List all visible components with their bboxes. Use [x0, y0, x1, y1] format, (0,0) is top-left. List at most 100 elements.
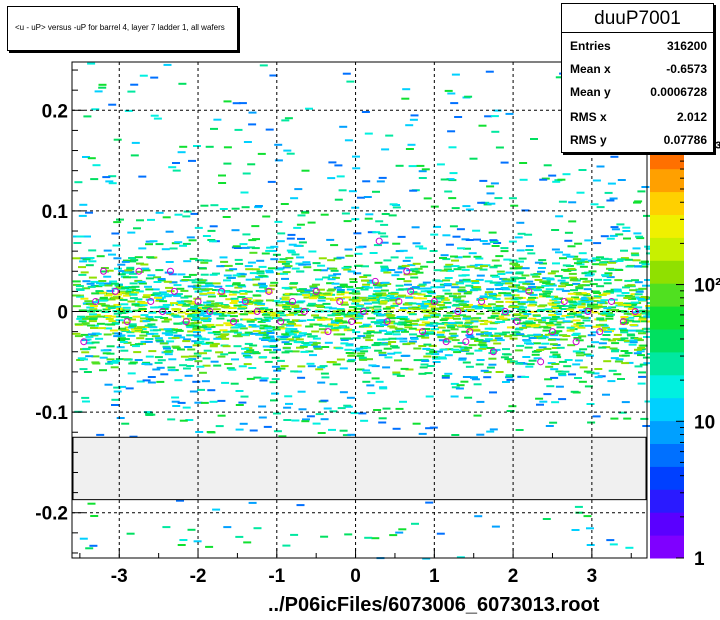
heatmap-cell: [455, 307, 464, 310]
heatmap-cell: [541, 284, 550, 287]
heatmap-cell: [303, 344, 312, 346]
heatmap-cell: [412, 308, 421, 311]
heatmap-cell: [318, 257, 327, 260]
heatmap-cell: [432, 357, 441, 360]
heatmap-cell: [386, 322, 395, 325]
heatmap-cell: [98, 327, 106, 330]
heatmap-cell: [263, 312, 272, 315]
heatmap-cell: [625, 265, 634, 268]
profile-marker: [383, 318, 391, 326]
heatmap-cell: [334, 164, 343, 167]
heatmap-cell: [518, 287, 527, 290]
heatmap-cell: [275, 301, 284, 304]
heatmap-cell: [563, 365, 572, 368]
heatmap-cell: [402, 343, 411, 346]
heatmap-cell: [479, 323, 488, 326]
heatmap-cell: [473, 238, 481, 241]
heatmap-cell: [80, 333, 89, 336]
profile-marker: [147, 297, 155, 305]
heatmap-cell: [378, 351, 387, 354]
heatmap-cell: [216, 265, 225, 268]
heatmap-cell: [77, 315, 85, 318]
heatmap-cell: [339, 284, 348, 287]
heatmap-cell: [521, 274, 530, 277]
heatmap-cell: [164, 353, 173, 356]
heatmap-cell: [551, 298, 560, 301]
heatmap-cell: [257, 320, 266, 323]
heatmap-cell: [366, 306, 374, 309]
heatmap-cell: [269, 345, 278, 348]
heatmap-cell: [543, 347, 552, 350]
heatmap-cell: [360, 288, 369, 291]
heatmap-cell: [270, 258, 279, 261]
heatmap-cell: [239, 292, 248, 295]
heatmap-cell: [299, 345, 308, 348]
heatmap-cell: [134, 359, 143, 361]
heatmap-cell: [215, 351, 224, 354]
heatmap-cell: [305, 325, 314, 328]
heatmap-cell: [243, 141, 252, 143]
heatmap-cell: [426, 291, 435, 293]
heatmap-cell: [644, 400, 653, 403]
heatmap-cell: [317, 294, 326, 297]
heatmap-cell: [510, 262, 519, 265]
heatmap-cell: [136, 262, 144, 265]
heatmap-cell: [141, 267, 150, 270]
heatmap-cell: [330, 244, 339, 247]
heatmap-cell: [476, 312, 485, 315]
heatmap-cell: [145, 277, 154, 280]
heatmap-cell: [150, 306, 159, 309]
heatmap-cell: [492, 297, 501, 300]
heatmap-cell: [486, 192, 495, 195]
heatmap-cell: [419, 297, 428, 300]
heatmap-cell: [578, 309, 587, 312]
heatmap-cell: [329, 383, 338, 386]
heatmap-cell: [578, 380, 587, 383]
heatmap-cell: [382, 407, 391, 410]
heatmap-cell: [161, 293, 169, 296]
heatmap-cell: [549, 343, 558, 346]
heatmap-cell: [394, 271, 403, 274]
heatmap-cell: [206, 300, 215, 303]
heatmap-cell: [461, 274, 470, 277]
heatmap-cell: [377, 284, 386, 287]
heatmap-cell: [512, 306, 521, 308]
heatmap-cell: [490, 274, 499, 277]
heatmap-cell: [164, 271, 173, 274]
heatmap-cell: [439, 348, 448, 351]
heatmap-cell: [332, 314, 341, 316]
heatmap-cell: [443, 301, 452, 304]
heatmap-cell: [368, 364, 377, 367]
heatmap-cell: [72, 294, 81, 297]
heatmap-cell: [576, 191, 585, 194]
heatmap-cell: [479, 179, 488, 182]
heatmap-cell: [530, 325, 539, 328]
heatmap-cell: [448, 336, 457, 339]
heatmap-cell: [586, 354, 594, 357]
heatmap-cell: [129, 282, 138, 285]
heatmap-cell: [487, 202, 496, 205]
heatmap-cell: [508, 285, 517, 288]
heatmap-cell: [398, 309, 407, 312]
heatmap-cell: [382, 338, 391, 341]
heatmap-cell: [431, 315, 440, 318]
heatmap-cell: [374, 294, 382, 297]
profile-marker: [336, 297, 344, 305]
heatmap-cell: [569, 301, 578, 304]
heatmap-cell: [258, 332, 267, 334]
heatmap-cell: [276, 326, 285, 329]
heatmap-cell: [458, 357, 467, 360]
heatmap-cell: [327, 314, 336, 317]
heatmap-cell: [605, 315, 614, 318]
heatmap-cell: [140, 263, 149, 266]
heatmap-cell: [128, 272, 137, 275]
heatmap-cell: [327, 278, 336, 281]
profile-marker: [375, 237, 383, 245]
heatmap-cell: [324, 306, 333, 309]
heatmap-cell: [106, 289, 115, 292]
heatmap-cell: [285, 330, 294, 333]
heatmap-cell: [87, 157, 96, 160]
color-bar-segment: [650, 535, 684, 559]
heatmap-cell: [611, 309, 620, 311]
heatmap-cell: [404, 319, 413, 322]
